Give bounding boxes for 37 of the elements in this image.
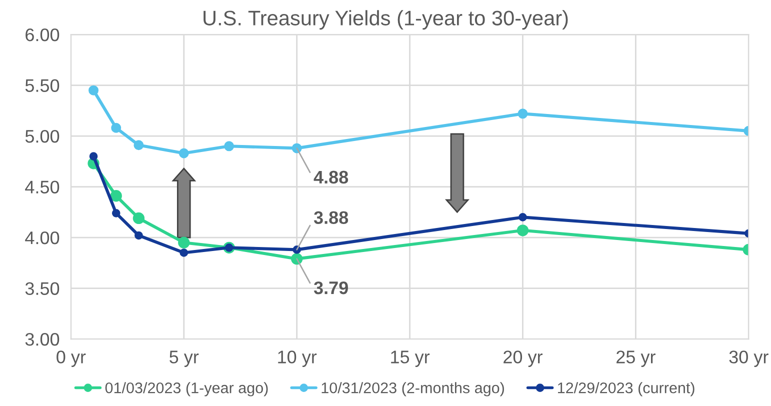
x-tick-label: 10 yr [278,350,317,367]
x-tick-label: 5 yr [170,350,199,367]
point [134,140,144,150]
x-tick-label: 25 yr [616,350,656,367]
x-tick-label: 30 yr [729,350,768,367]
data-label: 4.88 [314,170,348,184]
y-tick-label: 4.00 [25,231,60,244]
y-tick-label: 4.50 [25,180,60,194]
point [111,122,122,133]
y-tick-label: 6.00 [26,28,60,42]
y-tick-label: 3.00 [25,332,60,346]
x-tick-label: 15 yr [391,350,430,367]
y-tick-label: 5.50 [25,79,60,92]
data-label: 3.88 [314,211,348,224]
data-label: 3.79 [314,281,348,294]
x-tick-label: 0 yr [56,350,86,367]
point [134,231,143,240]
point [518,213,527,222]
point [291,252,303,265]
point [132,212,145,224]
point [88,85,99,96]
point [110,190,122,202]
point [89,152,98,160]
y-tick-label: 5.00 [25,130,60,143]
x-tick-label: 20 yr [504,350,543,367]
point [178,148,189,158]
legend-label: 01/03/2023 (1-year ago) [105,382,268,396]
point [112,208,120,218]
chart-title: U.S. Treasury Yields (1-year to 30-year) [204,10,568,30]
point [518,108,528,119]
y-tick-label: 3.50 [25,282,60,295]
point [224,141,234,152]
point [516,224,529,236]
point [178,236,190,248]
legend-label: 12/29/2023 (current) [558,382,694,396]
legend-label: 10/31/2023 (2-months ago) [322,382,504,396]
point [180,248,188,257]
